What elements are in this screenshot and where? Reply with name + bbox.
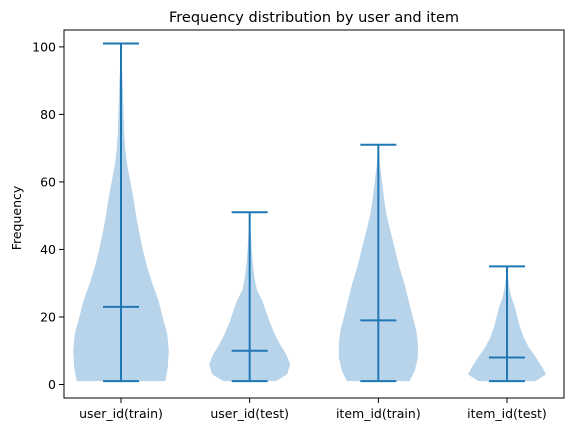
x-tick-label: item_id(train) [336,406,421,421]
x-axis: user_id(train) user_id(test) item_id(train… [79,398,547,421]
chart-title: Frequency distribution by user and item [169,10,459,26]
x-tick-label: item_id(test) [467,406,547,421]
y-tick-label: 0 [48,377,56,392]
plot-frame [63,29,565,399]
y-tick-label: 40 [40,242,56,257]
y-tick-label: 20 [40,309,56,324]
plot-area [63,29,565,399]
y-axis-label: Frequency [9,185,24,250]
y-axis: 0 20 40 60 80 100 [32,39,64,392]
x-tick-label: user_id(train) [79,406,163,421]
y-tick-label: 100 [32,39,56,54]
y-tick-label: 60 [40,174,56,189]
y-tick-label: 80 [40,107,56,122]
x-tick-label: user_id(test) [210,406,289,421]
